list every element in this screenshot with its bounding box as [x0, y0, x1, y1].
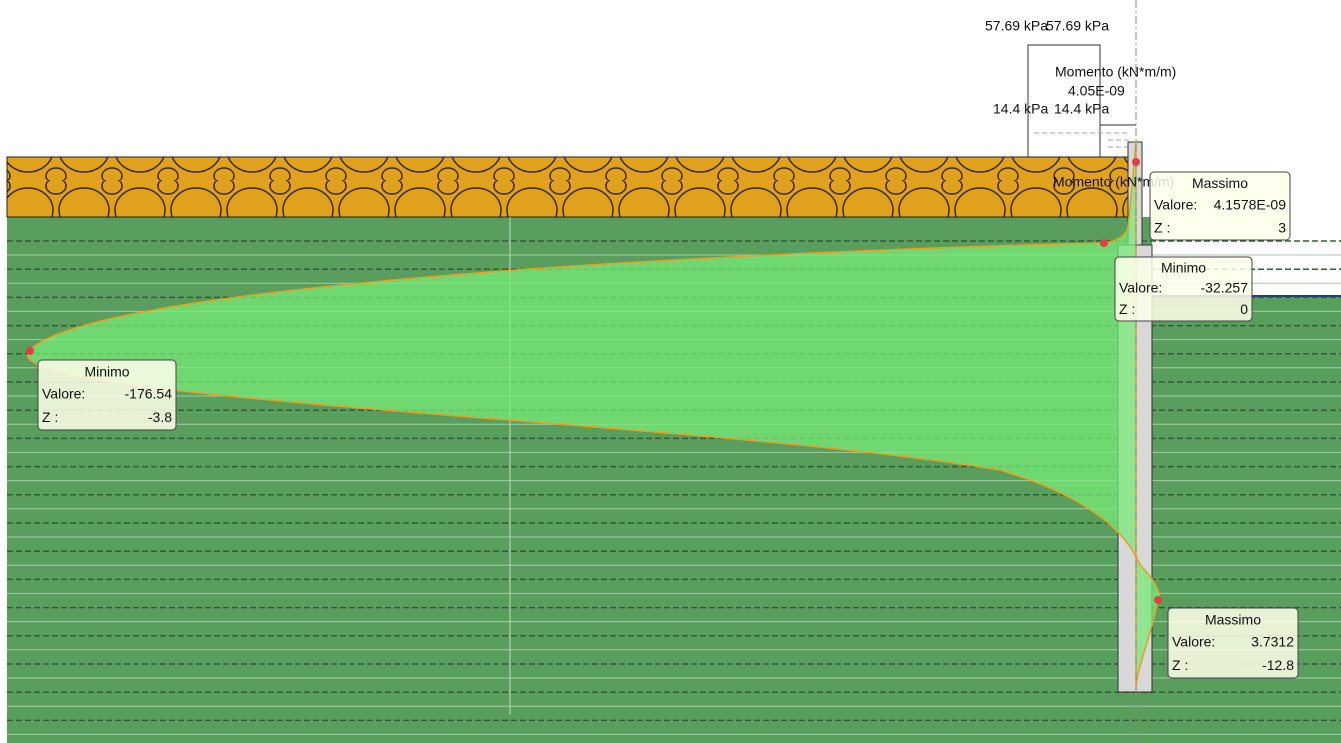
callout-box: [37, 359, 177, 431]
callout-value: 3.7312: [1251, 634, 1294, 650]
callout-box: [1114, 256, 1253, 322]
moment-curve: [26, 141, 1161, 691]
extreme-points: [26, 158, 1162, 604]
callout-z-label: Z :: [1119, 301, 1135, 317]
callout-value-label: Valore:: [1154, 197, 1197, 213]
callout-value-label: Valore:: [42, 386, 85, 402]
soil-upper: [6, 156, 1133, 218]
callout-value: -176.54: [125, 386, 173, 402]
callout-value: 4.1578E-09: [1214, 197, 1287, 213]
callout-z: 0: [1240, 301, 1248, 317]
moment-title: Momento (kN*m/m): [1053, 174, 1174, 190]
callout-z: -12.8: [1262, 657, 1294, 673]
callout-z-label: Z :: [42, 409, 58, 425]
callout-z: -3.8: [148, 409, 172, 425]
pressure-label: 57.69 kPa: [985, 18, 1048, 34]
callout-title: Massimo: [1192, 175, 1248, 191]
pressure-diagram: [1027, 44, 1136, 157]
callout-z: 3: [1278, 219, 1286, 235]
callout-z-label: Z :: [1172, 657, 1188, 673]
top-value: 4.05E-09: [1068, 83, 1125, 99]
callout-value-label: Valore:: [1172, 634, 1215, 650]
pressure-label: 14.4 kPa: [993, 101, 1048, 117]
callout-box: [1167, 607, 1299, 679]
callout-value: -32.257: [1201, 280, 1249, 296]
pressure-label: 14.4 kPa: [1054, 101, 1109, 117]
callouts: Massimo Valore: 4.1578E-09 Z : 3 Minimo Valore…: [37, 171, 1299, 679]
moment-title: Momento (kN*m/m): [1055, 64, 1176, 80]
pressure-label: 57.69 kPa: [1046, 18, 1109, 34]
callout-box: [1149, 171, 1291, 241]
callout-title: Minimo: [84, 363, 129, 379]
callout-z-label: Z :: [1154, 219, 1170, 235]
callout-value-label: Valore:: [1119, 280, 1162, 296]
callout-title: Massimo: [1205, 611, 1261, 627]
callout-title: Minimo: [1161, 259, 1206, 275]
